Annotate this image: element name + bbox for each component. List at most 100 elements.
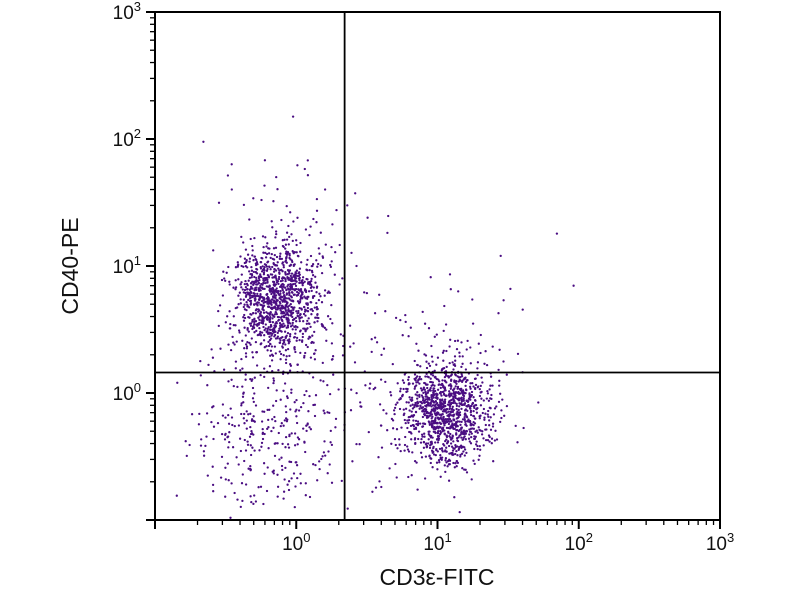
event-dot <box>463 417 466 421</box>
event-dot <box>442 419 445 423</box>
event-dot <box>233 491 236 495</box>
event-dot <box>310 313 313 316</box>
event-dot <box>288 340 291 343</box>
event-dot <box>416 380 419 384</box>
event-dot <box>420 407 423 410</box>
event-dot <box>250 432 254 435</box>
event-dot <box>293 335 296 339</box>
event-dot <box>430 419 434 423</box>
event-dot <box>241 367 244 370</box>
event-dot <box>489 407 492 410</box>
event-dot <box>297 311 300 315</box>
event-dot <box>455 380 458 383</box>
event-dot <box>427 362 430 365</box>
event-dot <box>430 399 433 402</box>
event-dot <box>249 324 253 327</box>
event-dot <box>338 283 341 286</box>
event-dot <box>323 440 326 443</box>
event-dot <box>458 351 461 354</box>
event-dot <box>459 455 462 458</box>
event-dot <box>260 275 263 279</box>
event-dot <box>281 304 284 307</box>
event-dot <box>263 367 266 370</box>
event-dot <box>265 489 269 493</box>
event-dot <box>286 324 290 327</box>
event-dot <box>232 341 235 344</box>
event-dot <box>287 309 291 313</box>
event-dot <box>441 450 444 453</box>
event-dot <box>294 350 297 354</box>
event-dot <box>244 334 247 337</box>
event-dot <box>421 415 425 419</box>
event-dot <box>257 301 260 304</box>
event-dot <box>330 303 333 307</box>
event-dot <box>486 413 489 416</box>
event-dot <box>328 392 332 396</box>
event-dot <box>255 286 258 289</box>
event-dot <box>323 326 327 330</box>
event-dot <box>318 292 321 295</box>
event-dot <box>236 261 239 264</box>
event-dot <box>296 436 300 439</box>
event-dot <box>460 407 463 411</box>
event-dot <box>299 296 303 300</box>
event-dot <box>358 443 361 446</box>
event-dot <box>432 426 435 429</box>
event-dot <box>220 455 224 459</box>
event-dot <box>454 394 457 397</box>
event-dot <box>314 281 317 284</box>
event-dot <box>394 443 397 447</box>
event-dot <box>445 349 448 353</box>
event-dot <box>479 448 482 451</box>
event-dot <box>412 414 416 417</box>
event-dot <box>274 419 277 423</box>
event-dot <box>426 442 430 445</box>
event-dot <box>280 285 283 288</box>
event-dot <box>436 407 439 410</box>
event-dot <box>410 414 414 417</box>
event-dot <box>445 438 448 441</box>
event-dot <box>451 405 454 408</box>
event-dot <box>484 438 488 442</box>
event-dot <box>279 358 282 361</box>
event-dot <box>243 316 247 320</box>
event-dot <box>451 410 455 414</box>
event-dot <box>463 409 467 412</box>
event-dot <box>237 278 240 281</box>
event-dot <box>304 314 307 317</box>
event-dot <box>450 373 453 376</box>
event-dot <box>479 351 482 355</box>
event-dot <box>244 286 248 289</box>
event-dot <box>418 395 421 398</box>
event-dot <box>268 342 272 346</box>
event-dot <box>279 329 282 333</box>
event-dot <box>301 292 304 296</box>
event-dot <box>268 338 272 342</box>
event-dot <box>423 410 426 413</box>
event-dot <box>423 412 426 416</box>
event-dot <box>477 385 480 388</box>
event-dot <box>276 331 279 335</box>
event-dot <box>354 192 357 195</box>
event-dot <box>294 284 298 288</box>
event-dot <box>263 328 266 332</box>
event-dot <box>243 288 247 292</box>
event-dot <box>424 398 428 401</box>
event-dot <box>278 271 281 274</box>
event-dot <box>286 305 290 309</box>
event-dot <box>285 288 288 292</box>
event-dot <box>287 446 291 449</box>
event-dot <box>421 399 425 402</box>
event-dot <box>255 302 258 305</box>
event-dot <box>248 218 251 221</box>
event-dot <box>443 389 446 392</box>
event-dot <box>257 288 261 291</box>
event-dot <box>271 332 274 335</box>
event-dot <box>306 278 309 281</box>
event-dot <box>272 247 276 250</box>
event-dot <box>499 420 502 424</box>
event-dot <box>283 324 286 327</box>
event-dot <box>464 423 467 426</box>
event-dot <box>449 452 452 455</box>
event-dot <box>257 486 260 489</box>
